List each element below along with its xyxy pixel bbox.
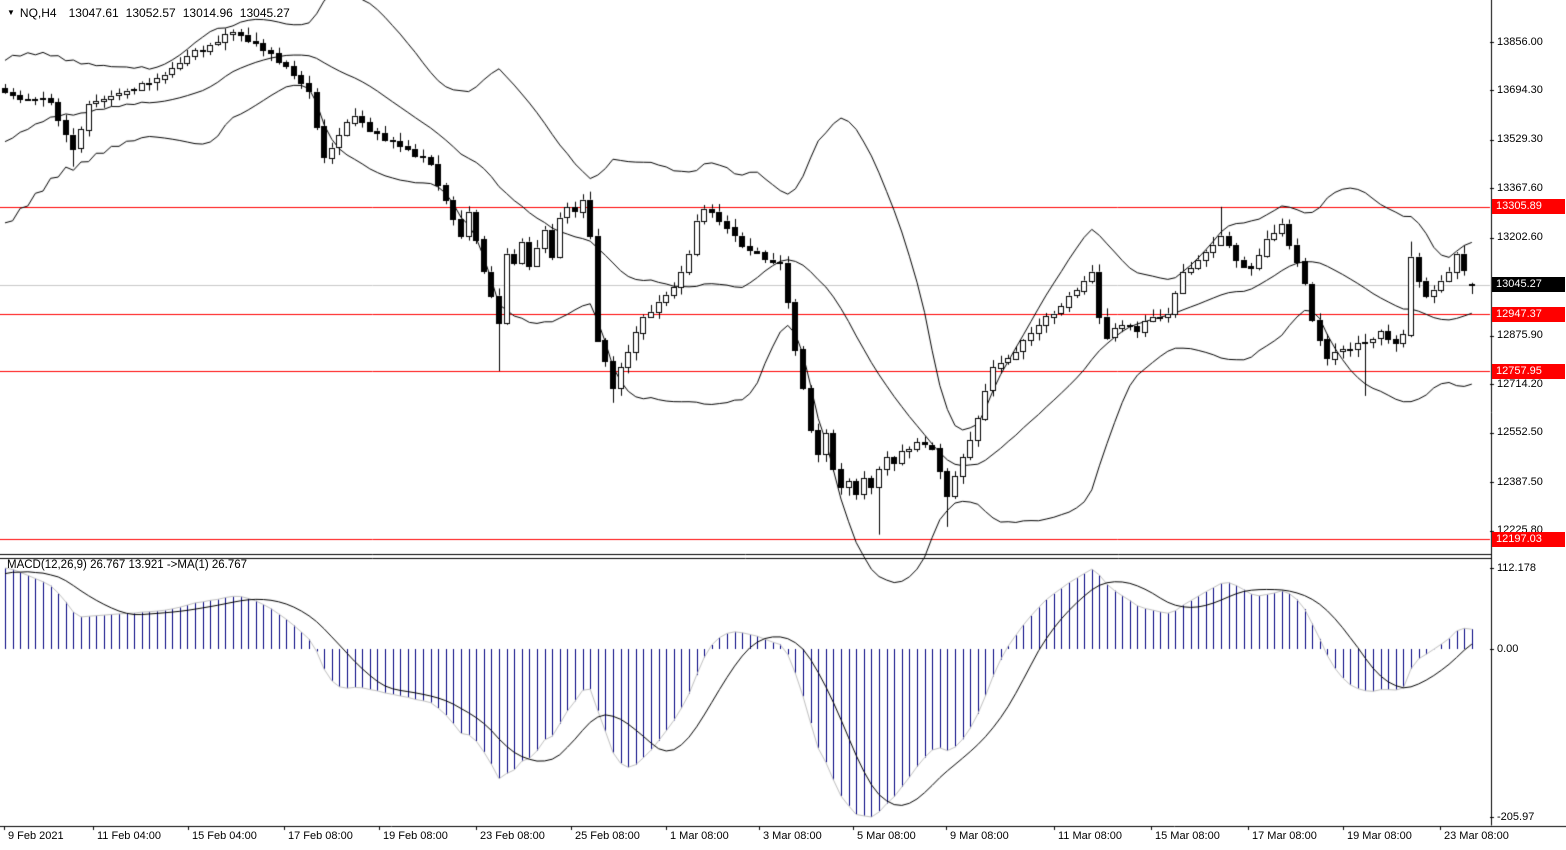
- ohlc-low-value: 13014.96: [182, 6, 233, 20]
- symbol-dropdown-icon[interactable]: ▼: [7, 8, 15, 17]
- chart-title: ▼ NQ,H4 13047.61 13052.57 13014.96 13045.27: [7, 6, 297, 20]
- symbol-timeframe-label: NQ,H4: [19, 6, 57, 20]
- ohlc-high-value: 13052.57: [125, 6, 176, 20]
- ohlc-close-value: 13045.27: [239, 6, 290, 20]
- macd-indicator-label: MACD(12,26,9) 26.767 13.921 ->MA(1) 26.7…: [7, 559, 248, 571]
- ohlc-open-value: 13047.61: [68, 6, 119, 20]
